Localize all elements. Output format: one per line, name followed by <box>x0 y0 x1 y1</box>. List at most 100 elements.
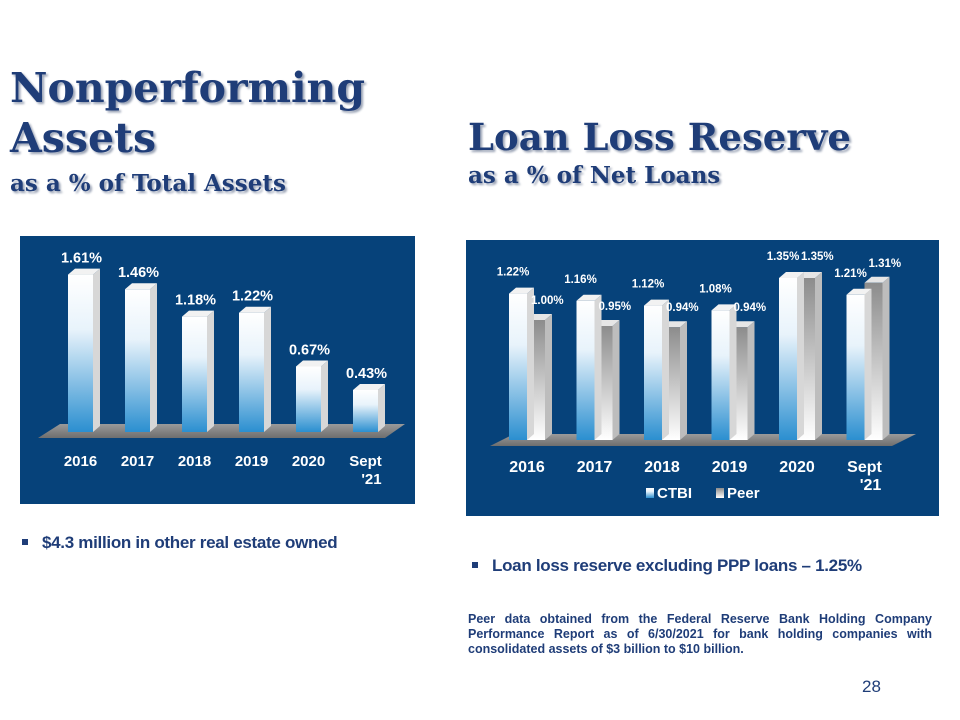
bar-nonperforming-3 <box>239 306 271 432</box>
data-label-peer: 1.00% <box>531 295 564 307</box>
bar-nonperforming-3-face <box>239 312 264 432</box>
bar-nonperforming-5-side <box>378 383 385 432</box>
nonperforming-chart: 1.61% 2016 1.46% 2017 1.18% 2018 1.22% 2019 0.67… <box>38 251 405 488</box>
data-label-peer: 0.94% <box>666 302 699 314</box>
bar-ctbi-4 <box>779 272 804 440</box>
bar-ctbi-3-side <box>729 304 737 440</box>
bar-nonperforming-0 <box>68 268 100 432</box>
bar-nonperforming-2-face <box>182 316 207 432</box>
bar-ctbi-5-face <box>846 294 865 440</box>
bar-nonperforming-3-top <box>239 306 271 313</box>
loan-loss-chart: 1.22%1.00%20161.16%0.95%20171.12%0.94%20… <box>490 251 916 502</box>
data-label-ctbi: 1.22% <box>497 267 530 279</box>
x-tick-label: 2020 <box>292 453 325 470</box>
bar-ctbi-3-top <box>711 304 737 311</box>
x-tick-label: 2018 <box>644 459 680 476</box>
nonperforming-bullet-text: $4.3 million in other real estate owned <box>42 533 338 552</box>
bar-ctbi-5-side <box>864 288 872 440</box>
chart-legend: CTBI Peer <box>646 485 760 502</box>
bar-nonperforming-2-side <box>207 310 214 432</box>
x-tick-label: 2016 <box>509 459 545 476</box>
data-label-peer: 0.95% <box>599 301 632 313</box>
nonperforming-title-line2: Assets <box>10 114 157 162</box>
loan-loss-subtitle: as a % of Net Loans <box>468 162 721 189</box>
bar-ctbi-5-top <box>846 288 872 295</box>
data-label-nonperforming: 1.22% <box>232 289 273 305</box>
x-tick-label: 2016 <box>64 453 97 470</box>
bar-ctbi-2 <box>644 299 669 440</box>
bar-ctbi-1-top <box>576 294 602 301</box>
bar-ctbi-3 <box>711 304 737 440</box>
data-label-ctbi: 1.12% <box>632 279 665 291</box>
nonperforming-chart-panel: 1.61% 2016 1.46% 2017 1.18% 2018 1.22% 2019 0.67… <box>20 236 415 504</box>
bar-ctbi-1 <box>576 294 602 440</box>
data-label-ctbi: 1.16% <box>564 274 597 286</box>
x-tick-label: Sept <box>847 459 882 476</box>
x-tick-label: '21 <box>860 477 882 494</box>
bar-nonperforming-1-side <box>150 283 157 432</box>
bar-nonperforming-1-top <box>125 283 157 290</box>
bar-ctbi-0-side <box>527 287 534 440</box>
bar-ctbi-4-face <box>779 278 797 440</box>
legend-ctbi-swatch <box>646 488 654 498</box>
bar-nonperforming-4-side <box>321 360 328 432</box>
nonperforming-bullet: $4.3 million in other real estate owned <box>22 533 338 553</box>
bar-ctbi-3-face <box>711 310 730 440</box>
bar-nonperforming-3-side <box>264 306 271 432</box>
data-label-ctbi: 1.08% <box>699 283 732 295</box>
loan-loss-title: Loan Loss Reserve <box>468 115 851 159</box>
page-number: 28 <box>862 677 881 696</box>
data-label-ctbi: 1.21% <box>834 268 867 280</box>
nonperforming-title-line1: Nonperforming <box>10 64 366 112</box>
data-label-peer: 1.31% <box>869 258 902 270</box>
bar-ctbi-2-face <box>644 305 662 440</box>
bullet-square-icon <box>22 538 28 545</box>
bar-ctbi-1-face <box>576 300 595 440</box>
x-tick-label: Sept <box>349 453 382 470</box>
bar-nonperforming-2-top <box>182 310 214 317</box>
bar-peer-3-side <box>747 321 755 440</box>
legend-ctbi-label: CTBI <box>657 485 692 502</box>
bar-ctbi-4-top <box>779 272 804 278</box>
x-tick-label: 2019 <box>235 453 268 470</box>
bar-peer-1-side <box>612 320 620 440</box>
bar-nonperforming-4-top <box>296 360 328 367</box>
bar-nonperforming-2 <box>182 310 214 432</box>
bar-peer-0-side <box>545 314 552 440</box>
loan-loss-bullet: Loan loss reserve excluding PPP loans – … <box>472 556 862 576</box>
bar-nonperforming-0-top <box>68 268 100 275</box>
nonperforming-subtitle: as a % of Total Assets <box>10 170 286 197</box>
bar-ctbi-0 <box>509 287 534 440</box>
data-label-peer: 0.94% <box>734 302 767 314</box>
data-label-nonperforming: 0.43% <box>346 366 387 382</box>
bar-ctbi-2-top <box>644 299 669 306</box>
bar-ctbi-5 <box>846 288 872 440</box>
bar-ctbi-4-side <box>797 272 804 440</box>
bar-nonperforming-1-face <box>125 289 150 432</box>
peer-data-footnote: Peer data obtained from the Federal Rese… <box>468 612 932 656</box>
data-label-nonperforming: 1.46% <box>118 265 159 281</box>
legend-peer-swatch <box>716 488 724 498</box>
bar-nonperforming-1 <box>125 283 157 432</box>
bullet-square-icon <box>472 561 478 568</box>
data-label-nonperforming: 0.67% <box>289 342 330 358</box>
x-tick-label: 2019 <box>712 459 748 476</box>
bar-nonperforming-5-top <box>353 383 385 390</box>
bar-ctbi-1-side <box>594 294 602 440</box>
bar-peer-5-top <box>864 276 890 283</box>
bar-peer-5-side <box>882 276 890 440</box>
data-label-nonperforming: 1.61% <box>61 251 102 267</box>
bar-ctbi-0-face <box>509 293 527 440</box>
x-tick-label: '21 <box>361 471 381 488</box>
bar-peer-2-side <box>680 321 687 440</box>
bar-peer-4-side <box>815 272 822 440</box>
bar-nonperforming-0-face <box>68 274 93 432</box>
bar-nonperforming-5-face <box>353 389 378 432</box>
loan-loss-bullet-text: Loan loss reserve excluding PPP loans – … <box>492 556 862 575</box>
bar-nonperforming-4 <box>296 360 328 432</box>
data-label-ctbi: 1.35% <box>767 251 800 263</box>
loan-loss-chart-panel: 1.22% 1.00% 2016 1.16% 0.95% 2017 1.12% 0.94% 20… <box>466 240 939 516</box>
x-tick-label: 2017 <box>577 459 613 476</box>
bar-nonperforming-4-face <box>296 366 321 432</box>
x-tick-label: 2018 <box>178 453 211 470</box>
